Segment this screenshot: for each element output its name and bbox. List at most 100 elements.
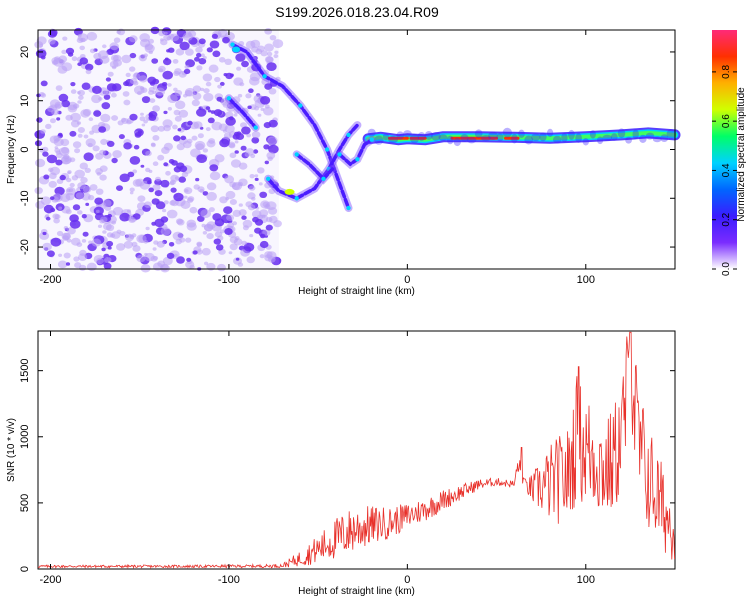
carrier-blob [589,130,596,139]
noise-blob [92,145,100,152]
y-tick-label: 10 [19,95,31,107]
noise-blob [203,56,207,60]
noise-blob [48,180,57,188]
noise-blob [48,38,56,45]
noise-blob [132,169,138,174]
noise-blob [77,91,81,95]
noise-blob [205,81,212,87]
carrier-blob [480,135,491,142]
noise-blob [243,242,255,252]
noise-blob [166,252,175,259]
noise-blob [248,88,254,93]
snr-x-label: Height of straight line (km) [298,586,415,597]
snr-panel: -200 -100 0 100 0 500 1000 1500 Height of stra… [6,330,676,597]
carrier-blob [666,129,677,139]
noise-blob [173,192,184,202]
noise-blob [152,247,157,251]
noise-blob [209,164,219,172]
short-branch-line [294,152,335,182]
carrier-blob [568,129,575,140]
noise-blob [201,223,206,228]
noise-blob [194,56,200,62]
noise-blob [109,42,119,51]
noise-blob [260,96,271,105]
noise-blob [151,221,157,226]
noise-blob [204,261,209,266]
right-arc-spot [337,152,342,157]
noise-blob [230,159,242,168]
noise-blob [77,182,86,190]
noise-blob [39,231,50,240]
carrier-blob [438,134,448,141]
noise-blob [99,149,106,156]
noise-blob [43,174,50,180]
noise-blob [107,213,112,218]
noise-blob [258,182,263,186]
noise-blob [200,53,205,58]
noise-blob [162,119,173,128]
carrier-blob [417,132,426,141]
noise-blob [192,250,198,255]
noise-blob [95,209,100,213]
noise-blob [56,230,64,237]
noise-blob [113,37,121,43]
carrier-blob [388,136,399,144]
noise-blob [268,207,278,215]
noise-blob [62,36,68,41]
noise-blob [265,224,273,231]
noise-blob [206,47,213,53]
carrier-blob [488,131,498,141]
noise-blob [158,65,166,73]
noise-blob [82,231,89,237]
noise-blob [143,119,149,124]
noise-blob [129,35,138,43]
noise-blob [179,237,186,243]
noise-blob [203,92,214,102]
noise-blob [131,241,138,247]
noise-blob [134,132,142,138]
noise-blob [236,66,242,71]
noise-blob [254,106,260,111]
noise-blob [151,58,159,64]
noise-blob [267,136,278,145]
noise-blob [180,200,191,209]
noise-blob [40,196,51,205]
noise-blob [238,41,245,46]
noise-blob [141,123,146,127]
noise-blob [214,218,225,227]
noise-blob [53,137,64,147]
noise-blob [101,102,111,110]
noise-blob [158,30,166,37]
noise-blob [206,182,217,191]
noise-blob [133,144,140,150]
noise-blob [264,43,274,52]
noise-blob [251,137,260,144]
noise-blob [68,188,74,192]
snr-x-axis: -200 -100 0 100 [39,331,595,586]
colorbar: 0.0 0.2 0.4 0.6 0.8 Normalized spectral ampl… [712,30,747,276]
noise-blob [229,116,234,121]
noise-blob [78,253,88,261]
noise-blob [228,143,236,149]
noise-blob [175,48,185,56]
noise-blob [78,95,84,100]
noise-blob [42,151,49,157]
noise-blob [184,189,189,193]
noise-blob [266,151,276,160]
noise-blob [116,30,121,34]
x-tick-label: -100 [218,574,240,586]
noise-blob [219,138,230,148]
noise-blob [245,93,252,99]
noise-blob [257,167,265,174]
noise-blob [55,85,63,91]
carrier-blob [496,133,504,142]
noise-blob [76,121,82,125]
noise-blob [191,99,200,107]
noise-blob [34,187,43,195]
noise-blob [259,254,265,259]
noise-blob [162,70,173,80]
carrier-blob [431,131,441,141]
noise-blob [58,93,69,102]
noise-blob [144,252,148,256]
carrier-blob [466,136,477,144]
